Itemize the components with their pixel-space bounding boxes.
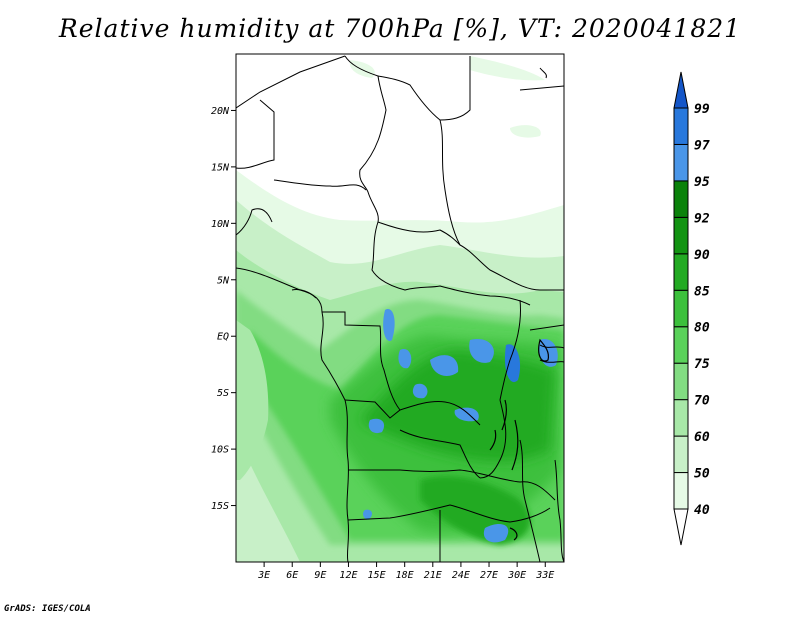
colorbar-label: 95 bbox=[694, 175, 710, 190]
colorbar-swatch bbox=[673, 180, 689, 218]
colorbar-swatch bbox=[673, 472, 689, 510]
lon-tick-label: 27E bbox=[480, 570, 498, 581]
colorbar-label: 90 bbox=[694, 248, 710, 263]
lat-tick-label: 10N bbox=[211, 219, 230, 230]
lat-tick-label: 5N bbox=[217, 275, 230, 286]
lat-tick-label: 5S bbox=[217, 388, 229, 399]
colorbar-label: 60 bbox=[694, 430, 710, 445]
lon-tick-label: 12E bbox=[339, 570, 357, 581]
colorbar-lower-arrow bbox=[673, 508, 689, 546]
colorbar-label: 85 bbox=[694, 284, 710, 299]
colorbar-swatch bbox=[673, 107, 689, 145]
lon-tick-label: 3E bbox=[257, 570, 270, 581]
lon-tick-label: 21E bbox=[424, 570, 442, 581]
colorbar-swatch bbox=[673, 253, 689, 291]
colorbar-label: 99 bbox=[694, 102, 710, 117]
colorbar-swatch bbox=[673, 289, 689, 328]
humidity-field bbox=[236, 56, 564, 562]
lat-tick-label: 15S bbox=[211, 501, 229, 512]
lon-tick-label: 6E bbox=[286, 570, 298, 581]
lat-tick-label: 15N bbox=[211, 162, 230, 173]
colorbar-label: 40 bbox=[694, 503, 710, 518]
country-borders bbox=[236, 55, 564, 562]
colorbar-swatch bbox=[673, 216, 689, 255]
colorbar-label: 75 bbox=[694, 357, 710, 372]
colorbar-upper-arrow bbox=[673, 71, 689, 109]
colorbar-label: 50 bbox=[694, 467, 710, 482]
colorbar-label: 92 bbox=[694, 211, 710, 226]
lon-tick-label: 24E bbox=[452, 570, 470, 581]
colorbar-swatch bbox=[673, 143, 689, 182]
longitude-axis: 3E 6E 9E 12E 15E 18E 21E 24E 27E 30E 33E bbox=[257, 562, 554, 581]
colorbar-label: 70 bbox=[694, 394, 710, 409]
lon-tick-label: 9E bbox=[314, 570, 326, 581]
colorbar-swatch bbox=[673, 399, 689, 437]
colorbar-swatch bbox=[673, 326, 689, 364]
lat-tick-label: EQ bbox=[217, 332, 229, 343]
lon-tick-label: 15E bbox=[368, 570, 386, 581]
colorbar-label: 80 bbox=[694, 321, 710, 336]
lon-tick-label: 33E bbox=[535, 570, 554, 581]
colorbar-swatch bbox=[673, 362, 689, 401]
lat-tick-label: 20N bbox=[211, 106, 230, 117]
plot-frame bbox=[235, 53, 565, 563]
lon-tick-label: 18E bbox=[396, 570, 414, 581]
colorbar: 40 50 60 70 75 80 85 90 92 95 97 99 bbox=[673, 71, 710, 546]
lakes bbox=[489, 338, 550, 541]
lat-tick-label: 10S bbox=[211, 445, 229, 456]
latitude-axis: 20N 15N 10N 5N EQ 5S 10S 15S bbox=[211, 106, 236, 512]
lon-tick-label: 30E bbox=[507, 570, 526, 581]
colorbar-swatch bbox=[673, 435, 689, 474]
grads-credit: GrADS: IGES/COLA bbox=[4, 604, 91, 614]
map-title: Relative humidity at 700hPa [%], VT: 202… bbox=[58, 14, 742, 43]
colorbar-label: 97 bbox=[694, 138, 710, 153]
